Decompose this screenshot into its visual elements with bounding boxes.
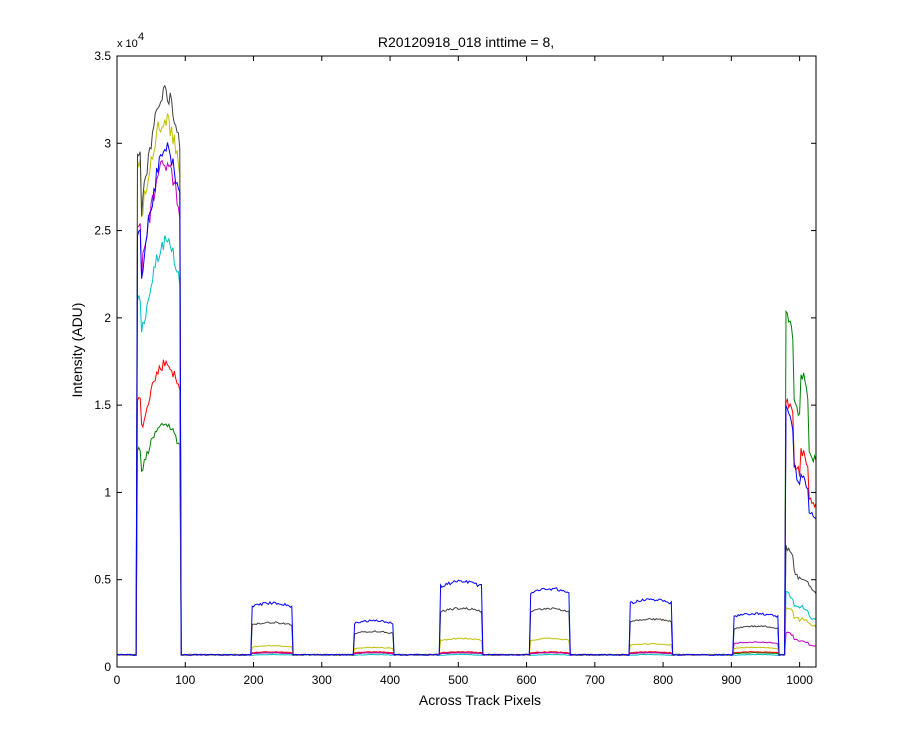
y-tick-label: 3.5 xyxy=(94,49,111,63)
x-tick-label: 400 xyxy=(380,673,400,687)
x-axis: 0 100 200 300 400 500 600 700 800 900 1000 xyxy=(114,56,813,687)
y-axis: 0 0.5 1 1.5 2 2.5 3 3.5 xyxy=(94,49,816,674)
y-exponent-power: 4 xyxy=(138,31,144,43)
y-tick-label: 0 xyxy=(104,660,111,674)
y-axis-label: Intensity (ADU) xyxy=(69,303,85,398)
y-tick-label: 2.5 xyxy=(94,224,111,238)
x-tick-label: 200 xyxy=(244,673,264,687)
chart-title: R20120918_018 inttime = 8, xyxy=(378,34,554,50)
plot-frame xyxy=(116,55,817,668)
y-tick-label: 3 xyxy=(104,136,111,150)
x-tick-label: 100 xyxy=(175,673,195,687)
y-tick-label: 1 xyxy=(104,485,111,499)
x-tick-label: 0 xyxy=(114,673,121,687)
x-tick-label: 300 xyxy=(312,673,332,687)
plot-area xyxy=(117,56,816,667)
series-layer xyxy=(116,84,817,657)
y-tick-label: 2 xyxy=(104,311,111,325)
y-tick-label: 0.5 xyxy=(94,573,111,587)
x-tick-label: 900 xyxy=(721,673,741,687)
x-tick-label: 700 xyxy=(585,673,605,687)
x-tick-label: 800 xyxy=(653,673,673,687)
y-tick-label: 1.5 xyxy=(94,398,111,412)
x-tick-label: 500 xyxy=(448,673,468,687)
y-exponent-base: x 10 xyxy=(117,38,138,50)
x-tick-label: 1000 xyxy=(786,673,813,687)
series-line-7 xyxy=(116,142,817,656)
x-axis-label: Across Track Pixels xyxy=(419,692,541,708)
x-tick-label: 600 xyxy=(517,673,537,687)
